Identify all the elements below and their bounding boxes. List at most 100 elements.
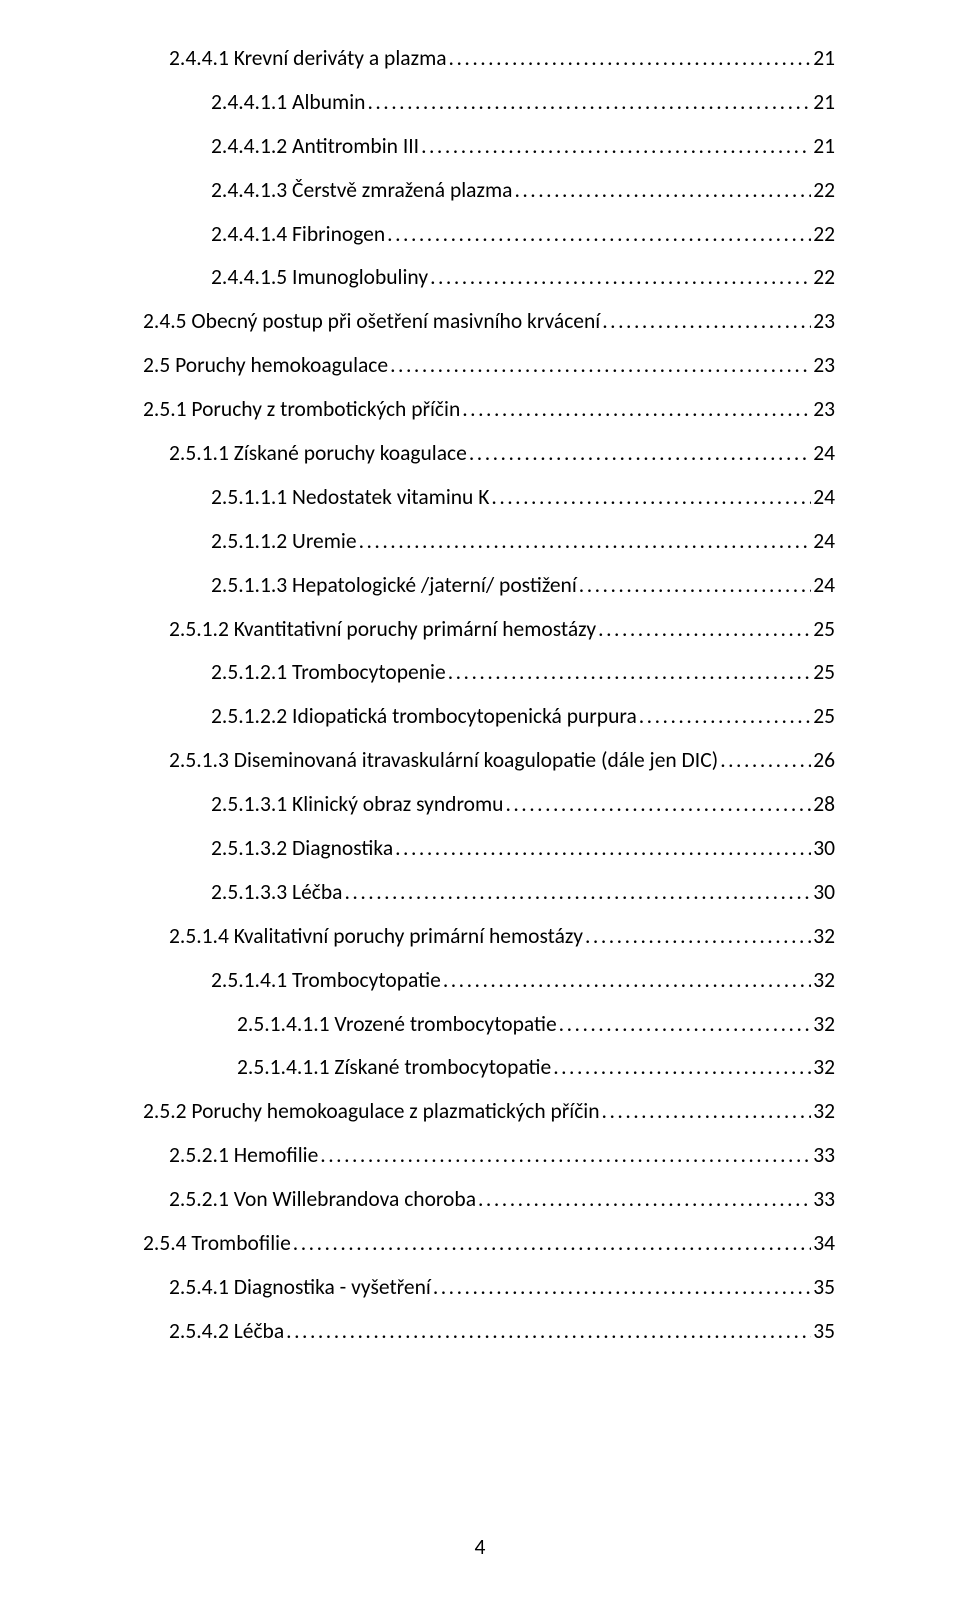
toc-leader-dots xyxy=(514,180,811,202)
toc-leader-dots xyxy=(286,1321,811,1343)
toc-leader-dots xyxy=(430,267,811,289)
toc-entry-page: 24 xyxy=(813,487,835,509)
toc-entry-label: 2.5.1.3.3 Léčba xyxy=(211,882,342,904)
toc-entry-page: 33 xyxy=(813,1189,835,1211)
toc-entry-page: 32 xyxy=(813,1057,835,1079)
toc-leader-dots xyxy=(579,575,811,597)
toc-entry-page: 22 xyxy=(813,180,835,202)
toc-leader-dots xyxy=(449,48,812,70)
toc-entry-page: 21 xyxy=(813,92,835,114)
toc-entry-label: 2.5.1.1.3 Hepatologické /jaterní/ postiž… xyxy=(211,575,577,597)
toc-entry: 2.5.1.2.1 Trombocytopenie 25 xyxy=(125,662,835,684)
toc-leader-dots xyxy=(602,1101,812,1123)
toc-entry: 2.5.1.4.1.1 Vrozené trombocytopatie 32 xyxy=(125,1014,835,1036)
toc-entry-page: 24 xyxy=(813,531,835,553)
toc-entry: 2.5.1.4 Kvalitativní poruchy primární he… xyxy=(125,926,835,948)
toc-entry-page: 21 xyxy=(813,136,835,158)
toc-entry-page: 25 xyxy=(813,619,835,641)
toc-entry: 2.5.4.2 Léčba35 xyxy=(125,1321,835,1343)
toc-leader-dots xyxy=(639,706,811,728)
toc-entry-page: 32 xyxy=(813,1014,835,1036)
toc-entry: 2.5.1.1 Získané poruchy koagulace 24 xyxy=(125,443,835,465)
document-page: 2.4.4.1 Krevní deriváty a plazma212.4.4.… xyxy=(0,0,960,1624)
toc-entry: 2.5.1.2 Kvantitativní poruchy primární h… xyxy=(125,619,835,641)
toc-entry-label: 2.4.5 Obecný postup při ošetření masivní… xyxy=(143,311,600,333)
toc-entry: 2.5.1.1.1 Nedostatek vitaminu K 24 xyxy=(125,487,835,509)
toc-entry-label: 2.4.4.1 Krevní deriváty a plazma xyxy=(169,48,447,70)
toc-entry-label: 2.4.4.1.2 Antitrombin III xyxy=(211,136,419,158)
toc-entry-label: 2.5.1.4.1.1 Vrozené trombocytopatie xyxy=(237,1014,557,1036)
toc-entry-label: 2.5.1.2.2 Idiopatická trombocytopenická … xyxy=(211,706,637,728)
toc-entry-page: 28 xyxy=(813,794,835,816)
toc-entry: 2.5.2.1 Von Willebrandova choroba 33 xyxy=(125,1189,835,1211)
toc-entry-page: 26 xyxy=(813,750,835,772)
toc-entry: 2.4.4.1.2 Antitrombin III 21 xyxy=(125,136,835,158)
toc-entry-page: 35 xyxy=(813,1321,835,1343)
toc-entry-label: 2.5.4.1 Diagnostika - vyšetření xyxy=(169,1277,431,1299)
toc-entry: 2.5.1.3.1 Klinický obraz syndromu 28 xyxy=(125,794,835,816)
toc-entry-label: 2.4.4.1.3 Čerstvě zmražená plazma xyxy=(211,180,512,202)
toc-leader-dots xyxy=(443,970,811,992)
toc-entry-page: 21 xyxy=(813,48,835,70)
toc-entry-page: 22 xyxy=(813,267,835,289)
toc-leader-dots xyxy=(448,662,812,684)
toc-entry: 2.5.1 Poruchy z trombotických příčin 23 xyxy=(125,399,835,421)
toc-leader-dots xyxy=(390,355,811,377)
toc-leader-dots xyxy=(598,619,811,641)
toc-leader-dots xyxy=(433,1277,811,1299)
toc-entry-page: 25 xyxy=(813,662,835,684)
toc-entry-label: 2.4.4.1.4 Fibrinogen xyxy=(211,224,385,246)
toc-entry-page: 34 xyxy=(813,1233,835,1255)
toc-entry: 2.4.5 Obecný postup při ošetření masivní… xyxy=(125,311,835,333)
toc-leader-dots xyxy=(293,1233,811,1255)
toc-leader-dots xyxy=(505,794,811,816)
toc-entry-page: 32 xyxy=(813,926,835,948)
toc-entry-label: 2.5.4 Trombofilie xyxy=(143,1233,291,1255)
toc-entry-label: 2.5.2.1 Hemofilie xyxy=(169,1145,318,1167)
toc-entry-label: 2.5.1.1 Získané poruchy koagulace xyxy=(169,443,467,465)
toc-entry-page: 22 xyxy=(813,224,835,246)
toc-entry-label: 2.5.1.3 Diseminovaná itravaskulární koag… xyxy=(169,750,718,772)
toc-entry: 2.4.4.1 Krevní deriváty a plazma 21 xyxy=(125,48,835,70)
toc-entry: 2.5.2.1 Hemofilie33 xyxy=(125,1145,835,1167)
toc-entry: 2.4.4.1.3 Čerstvě zmražená plazma 22 xyxy=(125,180,835,202)
toc-entry-page: 23 xyxy=(813,399,835,421)
toc-entry: 2.5.1.1.3 Hepatologické /jaterní/ postiž… xyxy=(125,575,835,597)
toc-leader-dots xyxy=(553,1057,811,1079)
toc-entry-label: 2.5.1.1.1 Nedostatek vitaminu K xyxy=(211,487,489,509)
page-number: 4 xyxy=(0,1534,960,1560)
toc-entry-page: 30 xyxy=(813,838,835,860)
toc-entry-label: 2.5.1.3.1 Klinický obraz syndromu xyxy=(211,794,503,816)
toc-entry-page: 32 xyxy=(813,970,835,992)
toc-entry: 2.4.4.1.1 Albumin21 xyxy=(125,92,835,114)
toc-leader-dots xyxy=(491,487,811,509)
toc-entry-label: 2.5.1.4.1 Trombocytopatie xyxy=(211,970,441,992)
toc-leader-dots xyxy=(395,838,811,860)
toc-entry-page: 25 xyxy=(813,706,835,728)
toc-entry: 2.5.1.4.1.1 Získané trombocytopatie 32 xyxy=(125,1057,835,1079)
toc-leader-dots xyxy=(367,92,811,114)
toc-entry: 2.4.4.1.5 Imunoglobuliny 22 xyxy=(125,267,835,289)
toc-entry-label: 2.5.1 Poruchy z trombotických příčin xyxy=(143,399,460,421)
toc-entry: 2.5.4 Trombofilie 34 xyxy=(125,1233,835,1255)
toc-entry-label: 2.5.1.4.1.1 Získané trombocytopatie xyxy=(237,1057,551,1079)
toc-entry-page: 35 xyxy=(813,1277,835,1299)
toc-entry-page: 23 xyxy=(813,355,835,377)
toc-entry: 2.5.1.3.2 Diagnostika 30 xyxy=(125,838,835,860)
toc-entry-label: 2.5.1.4 Kvalitativní poruchy primární he… xyxy=(169,926,583,948)
toc-leader-dots xyxy=(359,531,812,553)
toc-leader-dots xyxy=(585,926,811,948)
toc-leader-dots xyxy=(559,1014,812,1036)
toc-entry-page: 23 xyxy=(813,311,835,333)
toc-entry-label: 2.5.1.3.2 Diagnostika xyxy=(211,838,393,860)
toc-entry-label: 2.4.4.1.5 Imunoglobuliny xyxy=(211,267,428,289)
toc-leader-dots xyxy=(421,136,811,158)
toc-entry: 2.5.4.1 Diagnostika - vyšetření 35 xyxy=(125,1277,835,1299)
toc-leader-dots xyxy=(320,1145,811,1167)
toc-entry-page: 32 xyxy=(813,1101,835,1123)
toc-entry-label: 2.5.1.2.1 Trombocytopenie xyxy=(211,662,446,684)
toc-entry-page: 24 xyxy=(813,443,835,465)
toc-leader-dots xyxy=(462,399,811,421)
toc-entry-label: 2.5.2.1 Von Willebrandova choroba xyxy=(169,1189,476,1211)
toc-entry: 2.5.1.3.3 Léčba30 xyxy=(125,882,835,904)
